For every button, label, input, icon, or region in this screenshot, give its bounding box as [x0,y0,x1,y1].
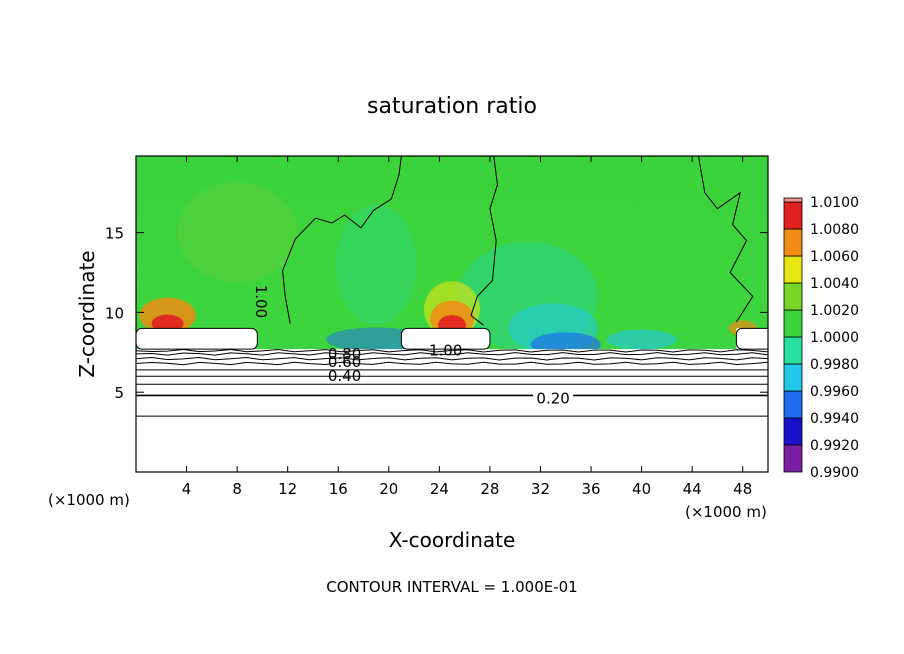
x-axis: 4 8 12 16 20 24 28 32 36 40 44 48 [182,156,752,498]
contour-line [136,361,768,366]
colorbar-label: 0.9940 [810,411,859,427]
x-tick-label: 24 [430,480,449,498]
colorbar-label: 0.9920 [810,438,859,454]
y-tick-label: 5 [114,384,124,402]
contour-label: 0.20 [536,390,569,408]
colorbar-swatch [783,201,803,230]
x-unit-right: (×1000 m) [685,503,767,521]
colorbar-label: 1.0080 [810,222,859,238]
field-lower-region [136,349,768,472]
field-blob [606,329,677,350]
contour-label: 1.00 [252,285,270,318]
x-tick-label: 44 [683,480,702,498]
contour-label: 0.40 [328,367,361,385]
x-tick-label: 36 [581,480,600,498]
contour-line [400,327,491,350]
x-tick-label: 32 [531,480,550,498]
cloud-patch [401,328,490,350]
colorbar-swatch [783,390,803,419]
colorbar-label: 0.9980 [810,357,859,373]
colorbar-swatch [783,282,803,311]
y-tick-label: 15 [105,225,124,243]
contour-label: 0.60 [328,353,361,371]
contour-label-mask [533,389,574,407]
colorbar-label: 0.9960 [810,384,859,400]
colorbar-swatch [783,363,803,392]
x-tick-label: 4 [182,480,192,498]
colorbar-label: 1.0000 [810,330,859,346]
contour-line [282,156,402,324]
colorbar-label: 0.9900 [810,465,859,481]
contour-labels: 1.00 1.00 0.800.600.40 0.20 [252,285,574,408]
contour-line [698,156,754,323]
contour-interval-note: CONTOUR INTERVAL = 1.000E-01 [326,578,577,596]
chart-title: saturation ratio [367,94,537,119]
cloud-patch [736,328,768,350]
colorbar-swatch [783,255,803,284]
colorbar-swatch [783,417,803,446]
colorbar-swatch [783,336,803,365]
y-tick-label: 10 [105,304,124,322]
cloud-patch [136,328,258,350]
y-axis-label: Z-coordinate [75,250,99,377]
colorbar-swatch [783,228,803,257]
x-tick-label: 28 [480,480,499,498]
contour-label: 0.80 [328,345,361,363]
x-tick-label: 8 [232,480,242,498]
y-axis: 5 10 15 [105,225,768,402]
colorbar: 0.9900 0.9920 0.9940 0.9960 0.9980 1.0000 1.00… [783,195,859,481]
contour-lines [136,156,768,417]
contour-line [470,156,499,326]
contour-line [136,348,768,353]
contour-line [735,327,768,350]
x-tick-label: 48 [733,480,752,498]
contour-line [136,327,258,350]
colorbar-label: 1.0060 [810,249,859,265]
contour-line [136,352,768,356]
field-blob [336,204,417,325]
x-unit-left: (×1000 m) [48,491,130,509]
x-tick-label: 20 [379,480,398,498]
colorbar-label: 1.0100 [810,195,859,211]
contour-line [136,356,768,361]
x-tick-label: 12 [278,480,297,498]
colorbar-label: 1.0020 [810,303,859,319]
heatmap-field [136,156,768,472]
colorbar-swatch [783,197,803,203]
colorbar-label: 1.0040 [810,276,859,292]
colorbar-swatch [783,309,803,338]
field-blob [177,182,298,283]
plot-frame [135,155,769,473]
colorbar-swatch [783,444,803,473]
x-tick-label: 40 [632,480,651,498]
contour-label: 1.00 [429,342,462,360]
x-tick-label: 16 [329,480,348,498]
x-axis-label: X-coordinate [389,528,516,552]
